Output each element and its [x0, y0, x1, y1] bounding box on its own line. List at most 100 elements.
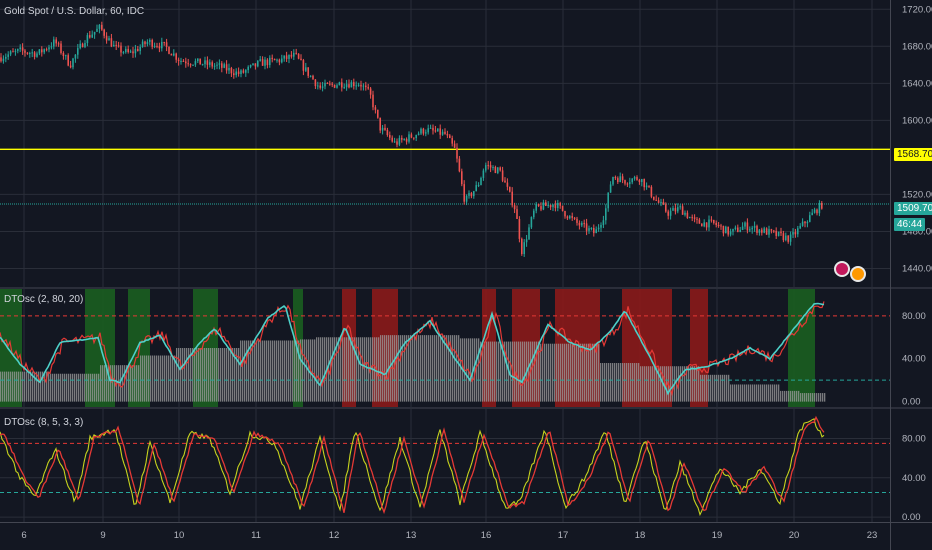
histogram-bar — [540, 343, 542, 402]
histogram-bar — [2, 371, 4, 402]
histogram-bar — [108, 365, 110, 402]
histogram-bar — [478, 338, 480, 402]
candle-body — [641, 179, 643, 182]
candle-body — [369, 88, 372, 95]
candle-body — [737, 227, 739, 232]
histogram-bar — [312, 339, 314, 402]
flag-event-icon[interactable] — [834, 261, 850, 277]
histogram-bar — [818, 393, 820, 402]
histogram-bar — [256, 340, 258, 402]
flag-event-icon-2[interactable] — [850, 266, 866, 282]
candle-body — [437, 128, 439, 132]
dtosc-pane-2[interactable] — [0, 415, 890, 518]
candle-body — [281, 58, 283, 63]
histogram-bar — [122, 365, 124, 402]
histogram-bar — [4, 371, 6, 402]
candle-body — [151, 40, 153, 47]
time-axis[interactable]: 6 9 10 11 12 13 16 17 18 19 20 23 — [21, 530, 877, 541]
candle-body — [187, 63, 189, 65]
histogram-bar — [6, 371, 8, 402]
histogram-bar — [36, 371, 38, 402]
histogram-bar — [738, 384, 740, 402]
candle-body — [665, 204, 667, 212]
histogram-bar — [550, 343, 552, 402]
candle-body — [701, 223, 703, 227]
histogram-bar — [110, 365, 112, 402]
histogram-bar — [86, 373, 88, 402]
histogram-bar — [214, 348, 216, 402]
histogram-bar — [648, 366, 650, 402]
candle-body — [533, 210, 535, 218]
histogram-bar — [246, 340, 248, 402]
candle-body — [247, 66, 249, 71]
histogram-bar — [200, 348, 202, 402]
price-axis[interactable]: 1720.00 1680.00 1640.00 1600.00 1520.00 1440.… — [902, 4, 932, 523]
candle-body — [252, 63, 254, 66]
histogram-bar — [186, 348, 188, 402]
histogram-bar — [126, 365, 128, 402]
candle-body — [173, 53, 175, 56]
histogram-bar — [562, 343, 564, 402]
histogram-bar — [80, 373, 82, 402]
candle-body — [492, 167, 494, 169]
histogram-bar — [284, 340, 286, 402]
histogram-bar — [460, 338, 462, 402]
histogram-bar — [612, 363, 614, 402]
symbol-title: Gold Spot / U.S. Dollar, 60, IDC — [4, 6, 145, 17]
histogram-bar — [344, 337, 346, 402]
candle-body — [626, 183, 629, 185]
candle-body — [98, 24, 101, 29]
histogram-bar — [354, 337, 356, 402]
candle-body — [153, 45, 156, 47]
candle-body — [794, 232, 797, 235]
candle-body — [216, 64, 218, 66]
histogram-bar — [402, 335, 404, 402]
candle-body — [74, 54, 77, 59]
histogram-bar — [242, 340, 244, 402]
histogram-bar — [314, 339, 316, 402]
histogram-bar — [278, 340, 280, 402]
price-tick-label: 1680.00 — [902, 41, 932, 52]
price-pane[interactable] — [0, 21, 890, 257]
candle-body — [593, 228, 595, 234]
histogram-bar — [736, 384, 738, 402]
histogram-bar — [296, 340, 298, 402]
histogram-bar — [120, 365, 122, 402]
candle-body — [571, 216, 573, 218]
dtosc-pane-1[interactable] — [0, 289, 890, 407]
candle-body — [14, 50, 17, 52]
candle-body — [33, 52, 36, 57]
histogram-bar — [238, 348, 240, 402]
histogram-bar — [730, 384, 732, 402]
histogram-bar — [464, 338, 466, 402]
candle-body — [761, 229, 763, 233]
candle-body — [516, 209, 518, 220]
candle-body — [410, 134, 413, 138]
histogram-bar — [692, 366, 694, 402]
histogram-bar — [710, 374, 712, 402]
candle-body — [257, 60, 259, 67]
candle-body — [285, 55, 288, 59]
candle-body — [427, 128, 429, 133]
histogram-bar — [222, 348, 224, 402]
candle-body — [235, 71, 237, 76]
candle-body — [175, 53, 177, 60]
candle-body — [569, 216, 571, 219]
candle-body — [374, 107, 377, 110]
candle-body — [117, 45, 120, 47]
candle-body — [237, 71, 240, 75]
histogram-bar — [816, 393, 818, 402]
histogram-bar — [476, 338, 478, 402]
histogram-bar — [260, 340, 262, 402]
candle-body — [439, 128, 441, 135]
candle-body — [597, 227, 600, 230]
histogram-bar — [564, 343, 566, 402]
histogram-bar — [134, 365, 136, 402]
histogram-bar — [752, 384, 754, 402]
histogram-bar — [184, 348, 186, 402]
candle-body — [194, 61, 197, 65]
histogram-bar — [720, 374, 722, 402]
histogram-bar — [520, 341, 522, 402]
candle-body — [297, 53, 300, 59]
